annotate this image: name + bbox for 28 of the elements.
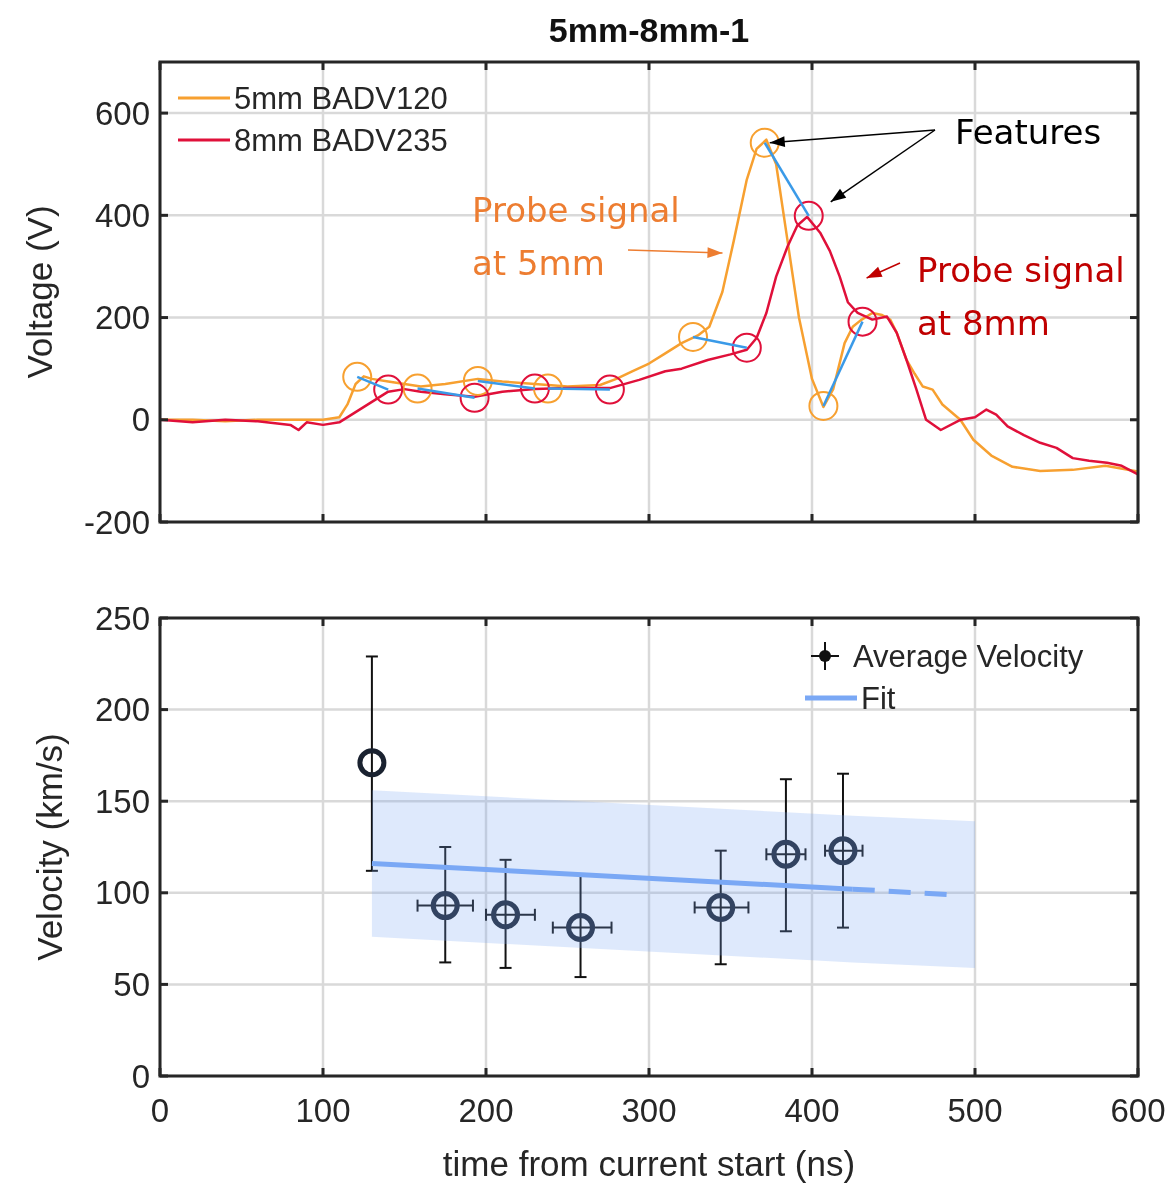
y-tick-label: 0 [131,401,150,439]
chart-title: 5mm-8mm-1 [548,11,750,49]
annotation: Probe signal at 5mm [472,189,680,283]
y-tick-label: 0 [131,1057,150,1095]
x-tick-label: 100 [295,1092,351,1129]
x-tick-label: 500 [947,1092,1003,1129]
text: Average Velocity [853,638,1084,674]
x-tick-label: 200 [458,1092,514,1129]
y-tick-label: 200 [94,691,150,729]
y-tick-label: 600 [94,94,150,132]
legend-label: Fit [861,680,896,716]
annotation: Probe signal at 8mm [917,249,1125,343]
y-tick-label: 100 [94,874,150,912]
annotation: Features [955,111,1102,152]
x-tick-label: 600 [1110,1092,1166,1129]
y-tick-label: 400 [94,196,150,234]
y-tick-label: 50 [113,965,150,1003]
legend-label: 8mm BADV235 [234,122,448,158]
y-tick-label: 250 [94,599,150,637]
y-axis-title: Velocity (km/s) [30,733,69,961]
y-axis-title: Voltage (V) [20,205,59,379]
x-tick-label: 400 [784,1092,840,1129]
y-tick-label: 150 [94,782,150,820]
x-axis-title: time from current start (ns) [442,1144,856,1183]
x-tick-label: 300 [621,1092,677,1129]
y-tick-label: -200 [83,503,150,541]
y-tick-label: 200 [94,299,150,337]
legend-label: 5mm BADV120 [234,80,448,116]
